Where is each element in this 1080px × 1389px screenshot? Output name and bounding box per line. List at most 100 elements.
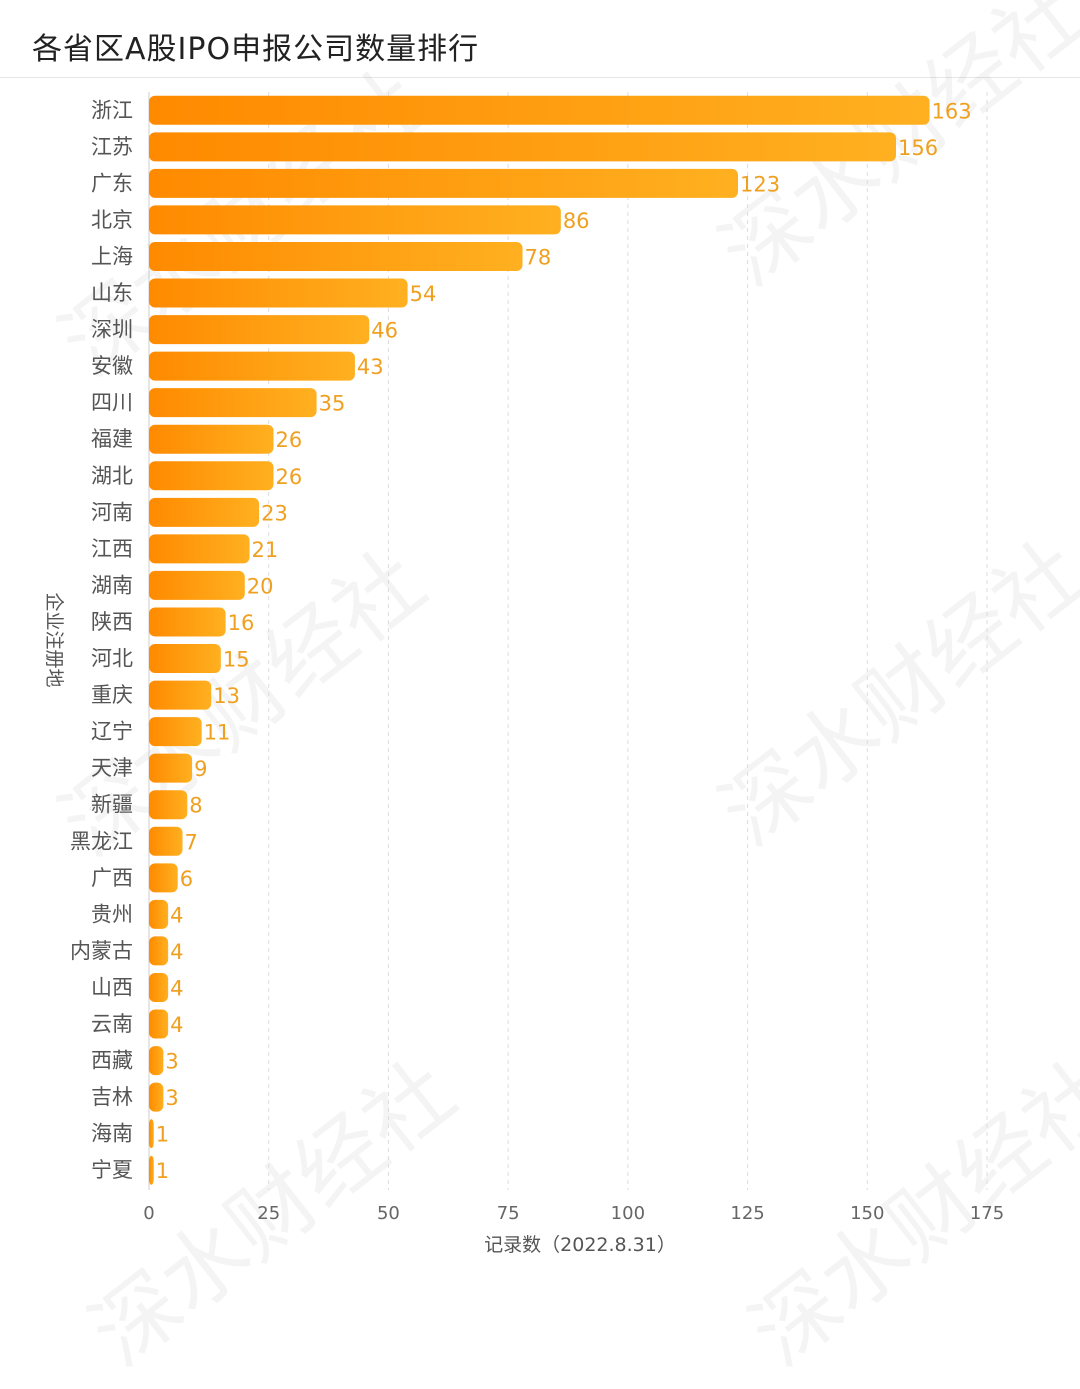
bar <box>149 205 561 235</box>
x-tick-label: 75 <box>497 1203 520 1224</box>
data-label: 6 <box>180 867 193 891</box>
bar <box>149 753 193 783</box>
bar <box>149 461 274 491</box>
bar <box>149 717 202 747</box>
data-label: 46 <box>371 319 398 343</box>
data-label: 9 <box>194 757 207 781</box>
data-label: 21 <box>252 538 279 562</box>
category-label: 湖北 <box>91 464 133 488</box>
bar <box>149 607 226 637</box>
data-label: 8 <box>189 794 202 818</box>
category-label: 陕西 <box>91 610 133 634</box>
bar <box>149 826 183 856</box>
bar <box>149 644 221 674</box>
data-label: 23 <box>261 501 288 525</box>
bar <box>149 936 169 966</box>
bar <box>149 1046 164 1076</box>
y-axis-title: 企业注册地 <box>43 592 65 687</box>
data-label: 11 <box>204 721 231 745</box>
data-label: 54 <box>410 282 437 306</box>
category-label: 海南 <box>91 1122 133 1146</box>
data-label: 20 <box>247 574 274 598</box>
x-tick-label: 125 <box>730 1203 764 1224</box>
data-label: 4 <box>170 976 183 1000</box>
category-label: 黑龙江 <box>70 829 133 853</box>
data-label: 3 <box>165 1050 178 1074</box>
data-label: 7 <box>185 830 198 854</box>
chart-header: 各省区A股IPO申报公司数量排行 <box>0 0 1080 78</box>
bar <box>149 863 178 893</box>
category-label: 云南 <box>91 1012 133 1036</box>
data-label: 35 <box>319 392 346 416</box>
data-label: 123 <box>740 172 780 196</box>
category-label: 四川 <box>91 391 133 415</box>
category-label: 天津 <box>91 756 133 780</box>
data-label: 4 <box>170 903 183 927</box>
x-tick-label: 50 <box>377 1203 400 1224</box>
bar <box>149 899 169 929</box>
bar <box>149 570 245 600</box>
bar <box>149 1009 169 1039</box>
category-label: 内蒙古 <box>70 939 133 963</box>
bar <box>149 168 738 198</box>
data-label: 26 <box>276 428 303 452</box>
data-label: 16 <box>228 611 255 635</box>
x-axis-title: 记录数（2022.8.31） <box>484 1234 676 1256</box>
category-label: 上海 <box>91 244 133 268</box>
data-label: 15 <box>223 648 250 672</box>
category-label: 新疆 <box>91 793 133 817</box>
category-label: 山西 <box>91 975 133 999</box>
category-label: 河南 <box>91 500 133 524</box>
data-label: 4 <box>170 940 183 964</box>
data-label: 78 <box>525 245 552 269</box>
data-label: 43 <box>357 355 384 379</box>
category-label: 西藏 <box>91 1049 133 1073</box>
category-label: 广西 <box>91 866 133 890</box>
bar <box>149 1119 154 1149</box>
x-tick-label: 0 <box>143 1203 154 1224</box>
bar <box>149 534 250 564</box>
category-label: 吉林 <box>91 1085 133 1109</box>
category-label: 山东 <box>91 281 133 305</box>
category-label: 河北 <box>91 647 133 671</box>
data-label: 156 <box>898 136 938 160</box>
bar <box>149 1155 154 1185</box>
bar <box>149 972 169 1002</box>
category-label: 贵州 <box>91 902 133 926</box>
category-label: 江西 <box>91 537 133 561</box>
category-label: 浙江 <box>91 98 133 122</box>
bar <box>149 95 930 125</box>
x-tick-label: 25 <box>257 1203 280 1224</box>
data-label: 4 <box>170 1013 183 1037</box>
bar <box>149 315 370 345</box>
category-label: 辽宁 <box>91 720 133 744</box>
x-tick-label: 150 <box>850 1203 884 1224</box>
category-label: 深圳 <box>91 318 133 342</box>
bar <box>149 680 212 710</box>
bar <box>149 351 355 381</box>
category-label: 重庆 <box>91 683 133 707</box>
x-tick-label: 100 <box>611 1203 645 1224</box>
bar <box>149 1082 164 1112</box>
category-label: 江苏 <box>91 135 133 159</box>
chart-title: 各省区A股IPO申报公司数量排行 <box>32 32 480 67</box>
bar <box>149 424 274 454</box>
category-label: 安徽 <box>91 354 133 378</box>
bar <box>149 241 523 271</box>
data-label: 1 <box>156 1123 169 1147</box>
data-label: 86 <box>563 209 590 233</box>
category-label: 广东 <box>91 171 133 195</box>
bar <box>149 497 260 527</box>
bar <box>149 790 188 820</box>
data-label: 1 <box>156 1159 169 1183</box>
bar <box>149 388 317 418</box>
bar <box>149 278 408 308</box>
data-label: 163 <box>932 99 972 123</box>
data-label: 26 <box>276 465 303 489</box>
category-label: 北京 <box>91 208 133 232</box>
data-label: 13 <box>213 684 240 708</box>
category-label: 福建 <box>91 427 133 451</box>
category-label: 宁夏 <box>91 1158 133 1182</box>
data-label: 3 <box>165 1086 178 1110</box>
